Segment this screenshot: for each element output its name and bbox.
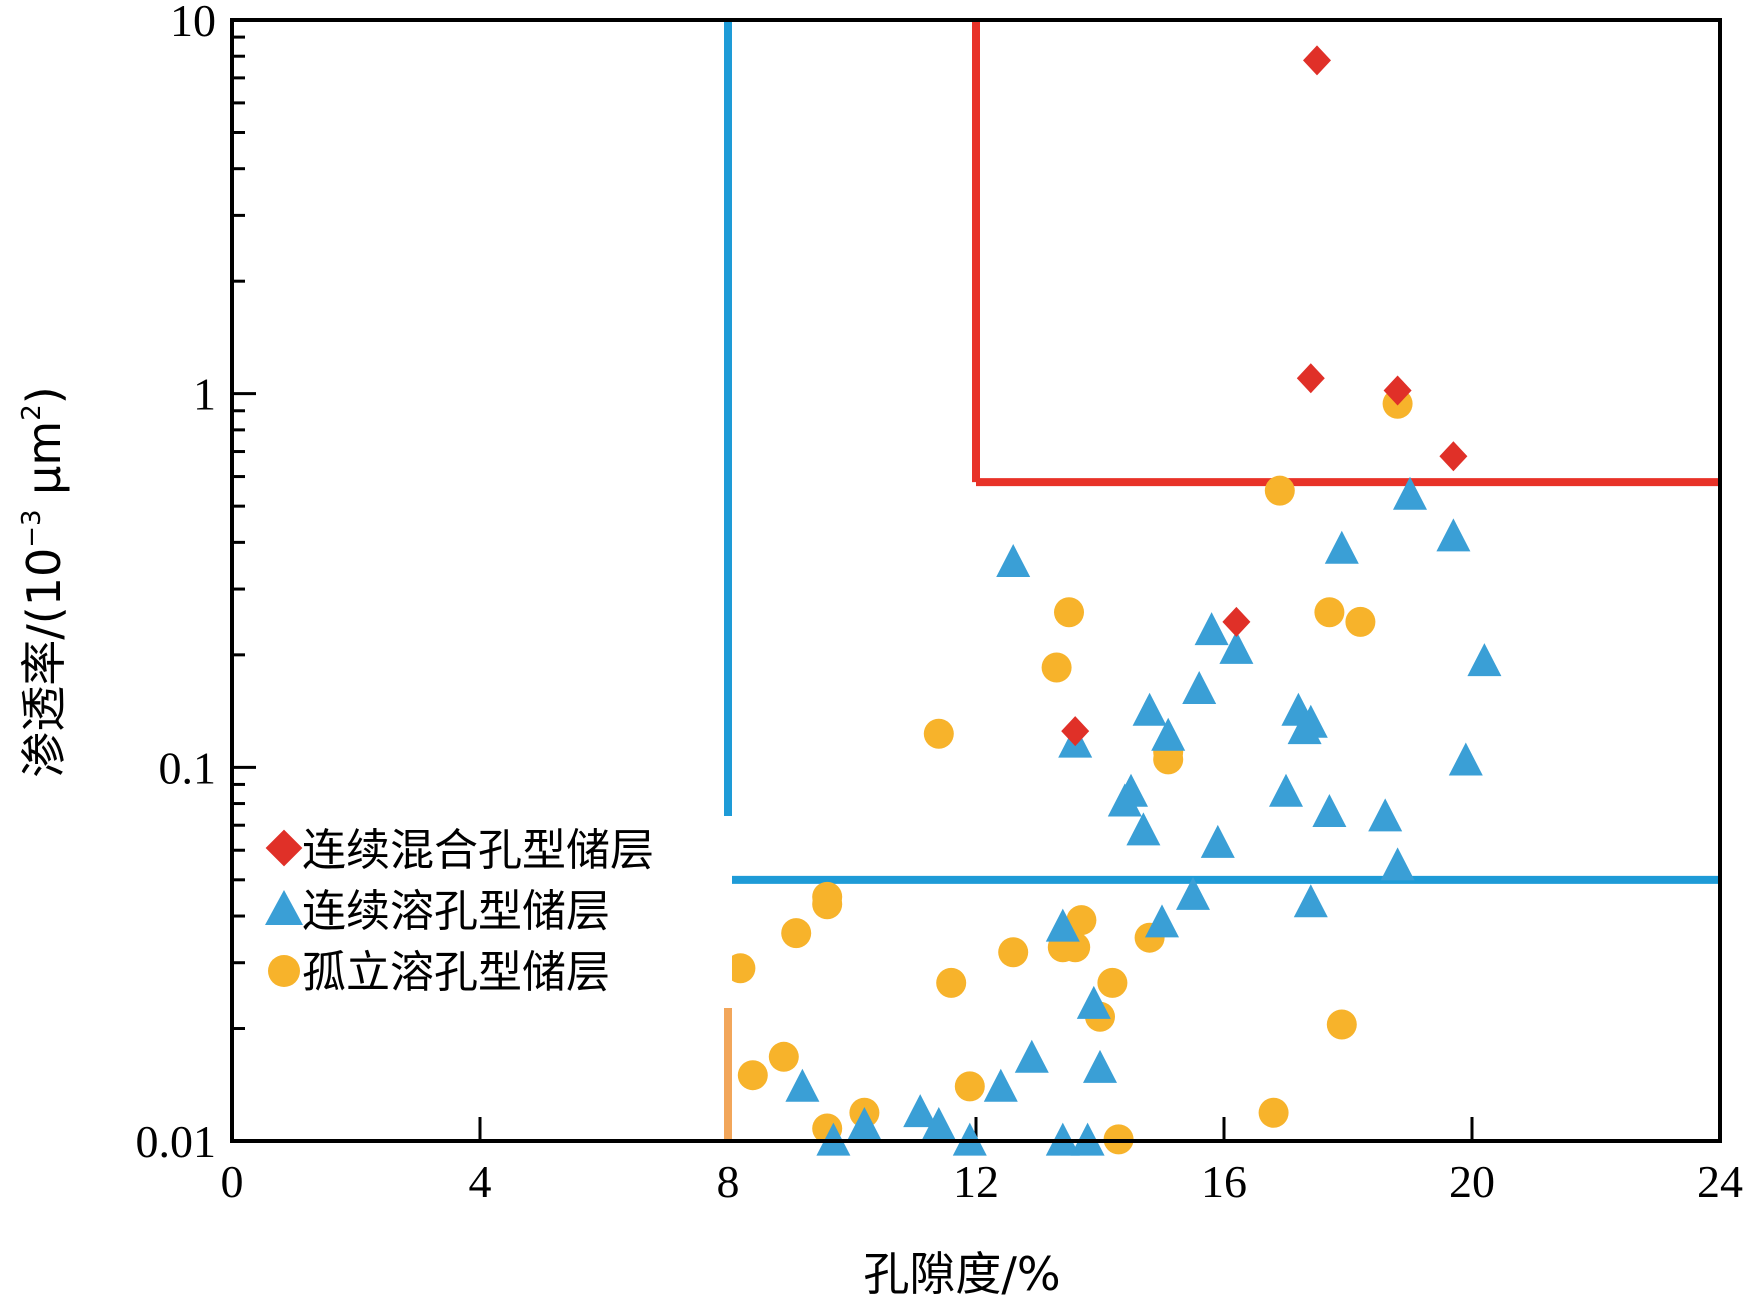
- diamond-point: [1439, 441, 1468, 472]
- triangle-point: [1269, 773, 1303, 807]
- circle-point: [1054, 597, 1084, 628]
- x-tick-label: 8: [717, 1156, 740, 1207]
- triangle-point: [1076, 985, 1111, 1019]
- legend-label-continuous: 连续溶孔型储层: [302, 886, 610, 937]
- triangle-point: [1380, 847, 1415, 881]
- legend-background: [262, 816, 732, 1008]
- triangle-point: [1287, 711, 1322, 745]
- triangle-point: [847, 1107, 882, 1141]
- diamond-point: [1222, 606, 1251, 637]
- axis-ticks: [230, 18, 1722, 1143]
- reference-lines: [724, 20, 1720, 1141]
- y-axis-title-end: ): [17, 386, 71, 404]
- triangle-point: [1151, 717, 1186, 751]
- data-points: [725, 45, 1502, 1156]
- triangle-point: [1436, 518, 1471, 552]
- triangle-point: [1132, 692, 1167, 726]
- circle-point: [1314, 597, 1345, 628]
- tick-labels: 0 4 8 12 16 20 24 0.01 0.1 1 10: [136, 0, 1744, 1207]
- circle-point: [936, 967, 967, 998]
- triangle-point: [1045, 908, 1080, 942]
- circle-point: [1066, 905, 1097, 936]
- x-tick-label: 20: [1449, 1156, 1495, 1207]
- y-axis-title-sup: −3: [17, 509, 47, 547]
- circle-point: [1345, 606, 1376, 637]
- circle-point: [1097, 967, 1128, 998]
- triangle-point: [1293, 884, 1328, 918]
- y-tick-label: 10: [170, 0, 216, 46]
- triangle-point: [1145, 904, 1179, 938]
- circle-point: [1258, 1097, 1289, 1128]
- legend-item-isolated: 孤立溶孔型储层: [268, 947, 610, 998]
- circle-point: [1041, 652, 1072, 683]
- x-tick-label: 24: [1697, 1156, 1743, 1207]
- legend-label-isolated: 孤立溶孔型储层: [302, 947, 610, 998]
- triangle-point: [1219, 630, 1254, 664]
- legend: 连续混合孔型储层 连续溶孔型储层 孤立溶孔型储层: [262, 816, 732, 1008]
- legend-marker-diamond: [265, 829, 303, 867]
- x-tick-label: 0: [221, 1156, 244, 1207]
- triangle-point: [1176, 876, 1210, 910]
- x-tick-label: 16: [1201, 1156, 1247, 1207]
- triangle-point: [1194, 612, 1229, 646]
- triangle-point: [996, 544, 1031, 578]
- legend-item-continuous: 连续溶孔型储层: [265, 886, 610, 937]
- circle-point: [923, 718, 954, 749]
- circle-point: [812, 889, 843, 920]
- legend-item-mixed: 连续混合孔型储层: [265, 825, 654, 876]
- triangle-point: [921, 1107, 956, 1141]
- y-axis-title-unit: μm: [17, 421, 71, 510]
- y-tick-label: 0.1: [159, 742, 217, 793]
- circle-point: [1326, 1009, 1357, 1040]
- triangle-point: [1467, 643, 1502, 677]
- circle-point: [1264, 475, 1295, 506]
- diamond-point: [1383, 375, 1412, 406]
- triangle-point: [903, 1094, 938, 1128]
- y-axis-title-main: 渗透率/(10: [17, 548, 71, 778]
- x-axis-title: 孔隙度/%: [863, 1247, 1060, 1301]
- triangle-point: [1014, 1039, 1049, 1073]
- circle-point: [781, 918, 812, 949]
- circle-point: [737, 1060, 768, 1091]
- x-tick-label: 12: [953, 1156, 999, 1207]
- plot-frame: [230, 18, 1722, 1143]
- triangle-point: [1368, 798, 1403, 832]
- circle-point: [1153, 744, 1184, 775]
- triangle-point: [1083, 1049, 1117, 1083]
- diamond-point: [1061, 716, 1090, 747]
- legend-label-mixed: 连续混合孔型储层: [302, 825, 654, 876]
- circle-point: [954, 1071, 985, 1102]
- triangle-point: [1200, 824, 1235, 858]
- y-tick-label: 1: [193, 369, 216, 420]
- diamond-point: [1303, 45, 1331, 76]
- legend-marker-circle: [268, 955, 300, 987]
- y-tick-label: 0.01: [136, 1116, 217, 1167]
- x-tick-label: 4: [469, 1156, 492, 1207]
- triangle-point: [1324, 530, 1359, 564]
- triangle-point: [1182, 671, 1217, 705]
- triangle-point: [785, 1068, 820, 1102]
- triangle-point: [1126, 812, 1161, 846]
- legend-marker-triangle: [265, 890, 303, 925]
- triangle-point: [983, 1068, 1018, 1102]
- diamond-point: [1296, 363, 1325, 394]
- triangle-point: [1107, 783, 1142, 817]
- y-axis-title: 渗透率/(10−3 μm2): [17, 386, 71, 778]
- y-axis-title-unit-sup: 2: [17, 404, 47, 421]
- triangle-point: [1393, 476, 1427, 510]
- triangle-point: [1312, 794, 1347, 828]
- circle-point: [998, 937, 1029, 968]
- circle-point: [768, 1041, 799, 1072]
- circle-point: [725, 953, 756, 984]
- triangle-point: [1448, 742, 1483, 776]
